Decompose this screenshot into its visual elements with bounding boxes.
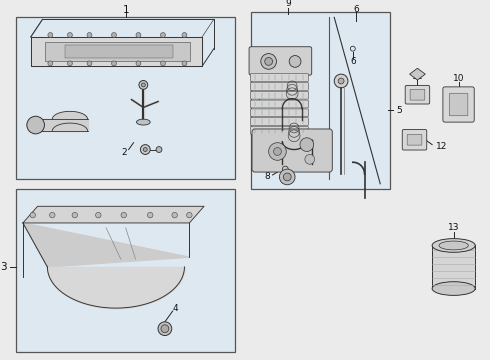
Circle shape [300, 138, 314, 152]
Circle shape [96, 212, 101, 218]
Circle shape [273, 148, 281, 156]
Circle shape [158, 322, 172, 336]
Bar [270, 17, 388, 179]
Text: 14: 14 [306, 155, 317, 164]
Circle shape [68, 32, 73, 37]
FancyBboxPatch shape [402, 130, 427, 150]
Polygon shape [410, 68, 425, 80]
Circle shape [139, 81, 148, 89]
Ellipse shape [432, 282, 475, 296]
Circle shape [160, 61, 165, 66]
Circle shape [68, 61, 73, 66]
Bar [16, 17, 235, 179]
Bar [65, 45, 172, 58]
FancyBboxPatch shape [250, 91, 308, 99]
Circle shape [265, 58, 272, 65]
FancyBboxPatch shape [443, 87, 474, 122]
FancyBboxPatch shape [250, 82, 308, 90]
Text: 4: 4 [173, 303, 178, 312]
Ellipse shape [266, 142, 305, 153]
Ellipse shape [432, 239, 475, 252]
FancyBboxPatch shape [449, 93, 468, 116]
Bar [46, 42, 190, 62]
Circle shape [269, 143, 286, 160]
Ellipse shape [439, 241, 468, 250]
Circle shape [48, 61, 53, 66]
Polygon shape [31, 37, 202, 66]
FancyBboxPatch shape [410, 89, 425, 100]
Circle shape [334, 74, 348, 88]
Text: 1: 1 [122, 5, 129, 14]
Bar [432, 246, 475, 288]
FancyBboxPatch shape [250, 74, 308, 81]
Circle shape [141, 145, 150, 154]
Text: 6: 6 [350, 57, 356, 66]
Circle shape [136, 32, 141, 37]
Circle shape [112, 32, 117, 37]
Text: 9: 9 [285, 0, 291, 8]
Circle shape [261, 54, 276, 69]
Circle shape [182, 32, 187, 37]
Circle shape [147, 212, 153, 218]
Circle shape [87, 32, 92, 37]
Text: 13: 13 [448, 223, 460, 232]
Circle shape [48, 32, 53, 37]
Circle shape [121, 212, 126, 218]
FancyBboxPatch shape [250, 126, 308, 134]
Circle shape [27, 116, 45, 134]
Ellipse shape [137, 119, 150, 125]
FancyBboxPatch shape [249, 47, 312, 75]
Circle shape [182, 61, 187, 66]
FancyBboxPatch shape [252, 129, 332, 172]
Polygon shape [23, 206, 204, 223]
Circle shape [279, 169, 295, 185]
Text: 3: 3 [0, 262, 7, 272]
Circle shape [156, 147, 162, 153]
FancyBboxPatch shape [405, 85, 430, 104]
Circle shape [187, 212, 192, 218]
Circle shape [142, 83, 146, 87]
Circle shape [338, 78, 344, 84]
Text: 5: 5 [396, 106, 402, 115]
Bar [16, 189, 235, 352]
Circle shape [160, 32, 165, 37]
Circle shape [87, 61, 92, 66]
FancyBboxPatch shape [250, 118, 308, 126]
Circle shape [144, 148, 147, 152]
Text: 11: 11 [412, 72, 423, 81]
Circle shape [289, 55, 301, 67]
FancyBboxPatch shape [250, 109, 308, 117]
Text: 8: 8 [265, 172, 270, 181]
Circle shape [49, 212, 55, 218]
Circle shape [172, 212, 177, 218]
Circle shape [161, 325, 169, 333]
Text: 7: 7 [256, 93, 262, 102]
Text: 12: 12 [436, 142, 447, 151]
Circle shape [112, 61, 117, 66]
FancyBboxPatch shape [407, 134, 422, 145]
FancyBboxPatch shape [250, 100, 308, 108]
Circle shape [283, 173, 291, 181]
Circle shape [72, 212, 77, 218]
Text: 6: 6 [353, 5, 359, 14]
Text: 10: 10 [453, 73, 465, 82]
Polygon shape [23, 223, 189, 267]
Circle shape [305, 154, 315, 164]
Circle shape [136, 61, 141, 66]
Bar [251, 13, 390, 189]
Circle shape [30, 212, 35, 218]
Text: 2: 2 [121, 148, 127, 157]
